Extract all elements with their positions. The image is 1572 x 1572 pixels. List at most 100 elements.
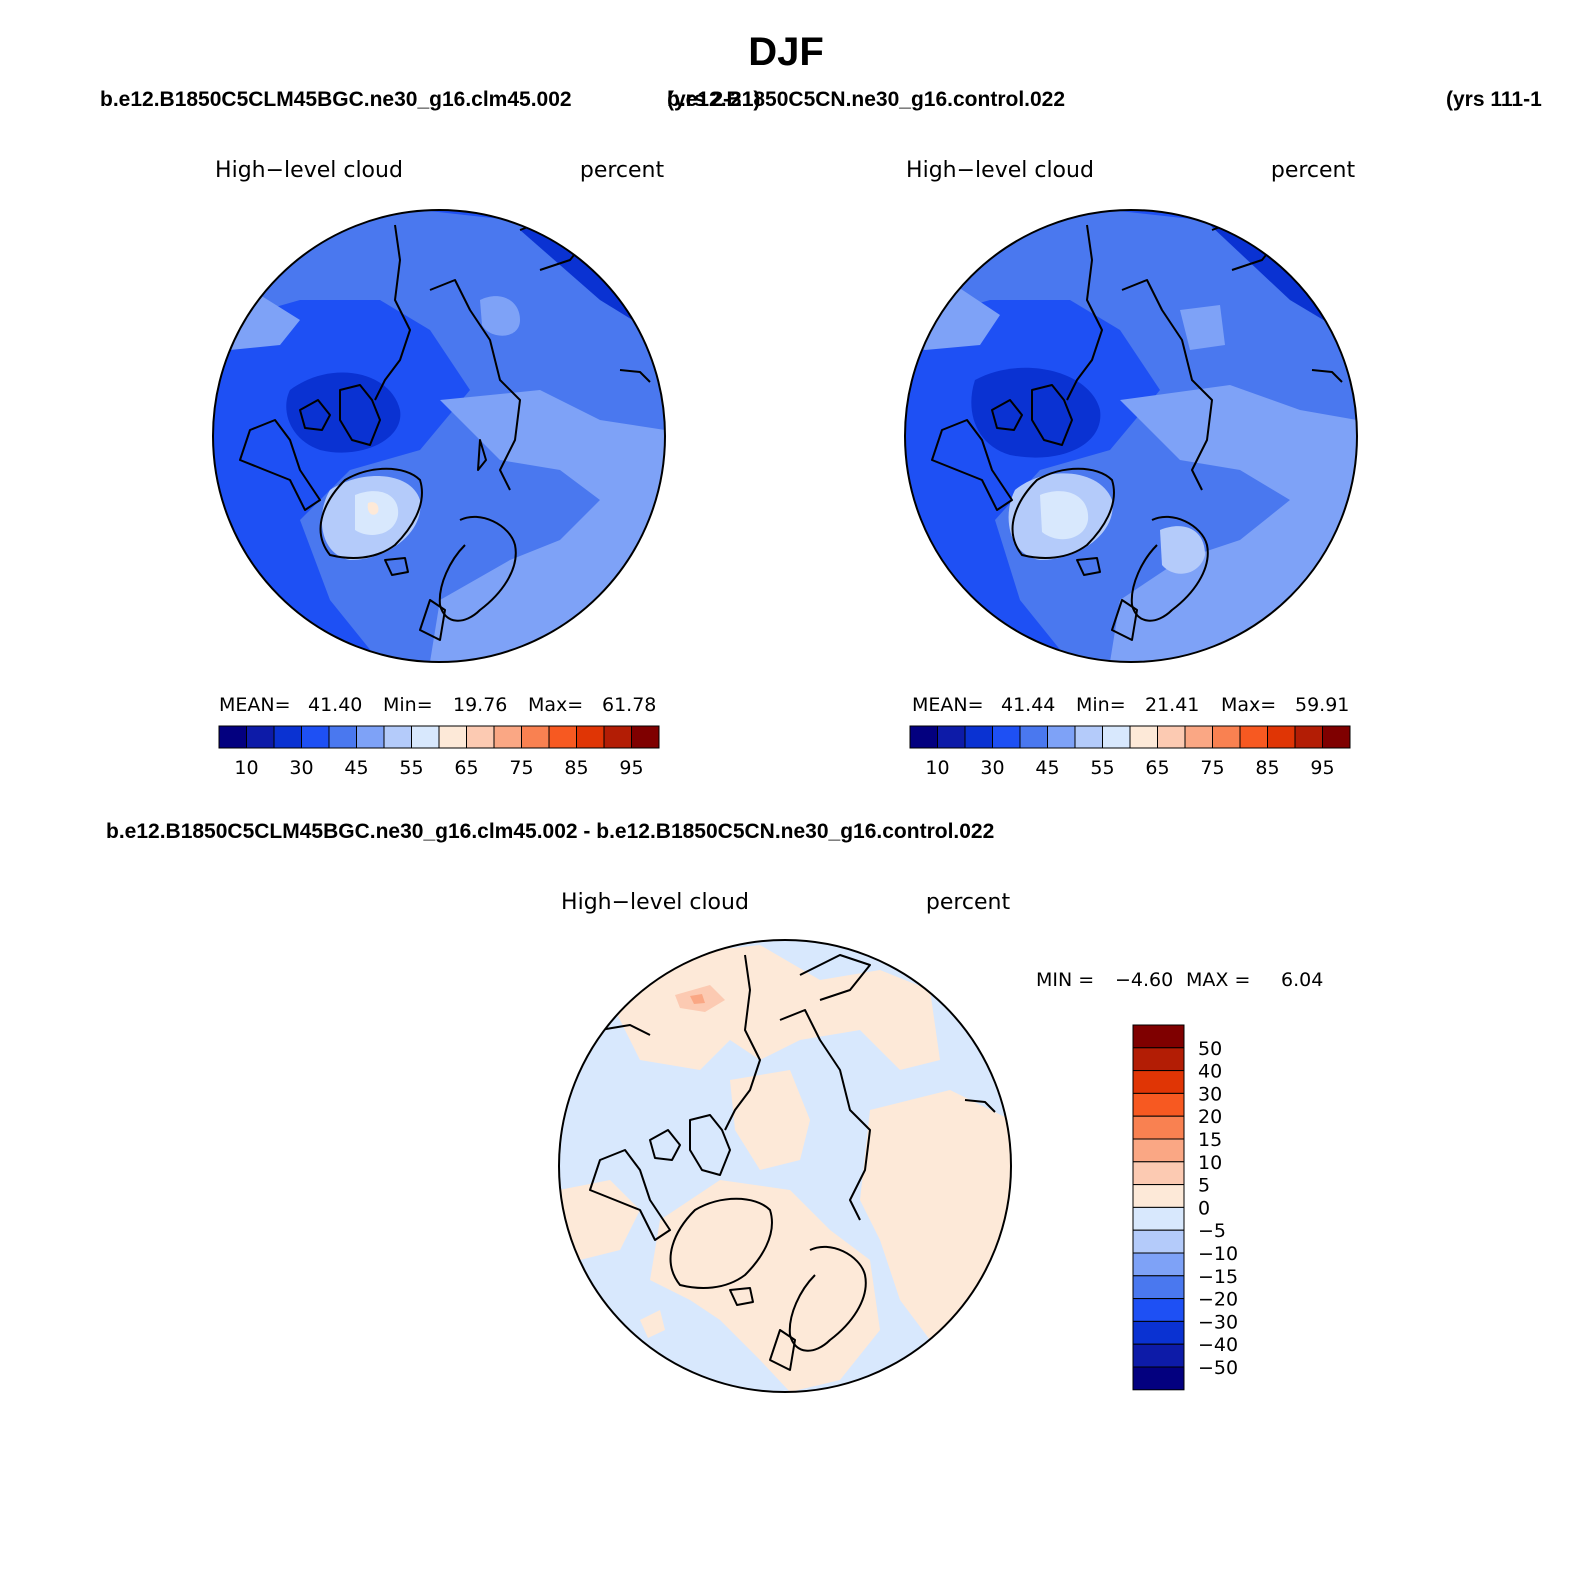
colorbar-1-tick-label: 65 [454, 757, 478, 779]
colorbar-1-swatch [438, 725, 467, 749]
panel-1-max-label: Max= [528, 694, 583, 716]
panel-2-map [904, 209, 1358, 663]
colorbar-1-tick-label: 75 [509, 757, 533, 779]
colorbar-1-tick-label: 30 [289, 757, 313, 779]
diff-colorbar-label: −30 [1198, 1311, 1238, 1333]
map-1-coastlines [239, 214, 651, 641]
colorbar-1-swatch [411, 725, 440, 749]
colorbar-1-swatch [328, 725, 357, 749]
colorbar-2-swatch [1074, 725, 1103, 749]
diff-colorbar-label: 30 [1198, 1083, 1222, 1105]
panel-2-colorbar: 10 30 45 55 65 75 85 95 [909, 725, 1351, 779]
diff-min-label: MIN = [1036, 969, 1094, 991]
map-2-region-light-2 [1180, 305, 1225, 350]
panel-1-min-label: Min= [383, 694, 433, 716]
panel-1-stats: MEAN= 41.40 Min= 19.76 Max= 61.78 [219, 694, 656, 716]
colorbar-1-tick-label: 45 [344, 757, 368, 779]
diff-map-warm3-region [690, 994, 705, 1004]
diff-map-warm-region [610, 945, 940, 1070]
diff-map-border [558, 939, 1012, 1393]
control-case-years: (yrs 111-1 [1446, 88, 1542, 111]
diff-colorbar-label: −40 [1198, 1334, 1238, 1356]
panel-2-units: percent [1271, 158, 1356, 183]
colorbar-2-swatch [937, 725, 966, 749]
diff-max-value: 6.04 [1281, 969, 1323, 991]
colorbar-1-swatch [576, 725, 605, 749]
panel-2-max-label: Max= [1221, 694, 1276, 716]
diff-stats: MIN = −4.60 MAX = 6.04 [1036, 969, 1323, 991]
diff-colorbar-label: −5 [1198, 1220, 1226, 1242]
season-title: DJF [748, 30, 824, 74]
diff-colorbar-label: −50 [1198, 1357, 1238, 1379]
diff-variable: High−level cloud [561, 890, 749, 915]
panel-2-mean-label: MEAN= [912, 694, 984, 716]
diff-colorbar-swatch [1132, 1070, 1185, 1094]
map-1-region-deep [286, 372, 401, 453]
colorbar-1-swatch [383, 725, 412, 749]
diff-colorbar-swatch [1132, 1320, 1185, 1345]
map-1-region-warm [367, 502, 379, 515]
diff-colorbar-swatch [1132, 1024, 1185, 1049]
map-2-coastlines [931, 214, 1343, 641]
diff-colorbar-swatch [1132, 1252, 1185, 1277]
panel-1-map [212, 209, 666, 663]
map-2-border [904, 209, 1358, 663]
diff-colorbar-label: −20 [1198, 1289, 1238, 1311]
diff-colorbar-swatch [1132, 1138, 1185, 1163]
colorbar-1-tick-label: 95 [619, 757, 643, 779]
colorbar-2-tick-label: 95 [1310, 757, 1334, 779]
colorbar-1-swatch [356, 725, 385, 749]
test-case-years: (yrs 2-21) [667, 88, 761, 111]
colorbar-2-swatch [1019, 725, 1048, 749]
colorbar-2-swatch [1267, 725, 1296, 749]
diff-colorbar-label: 20 [1198, 1106, 1222, 1128]
colorbar-2-swatch [964, 725, 993, 749]
colorbar-2-swatch [1322, 725, 1351, 749]
diff-map-warm-region-5 [559, 1180, 640, 1260]
diff-colorbar-swatch [1132, 1298, 1185, 1322]
diff-colorbar-swatch [1132, 1229, 1185, 1254]
colorbar-1-swatch [273, 725, 302, 749]
panel-2-variable: High−level cloud [906, 158, 1094, 183]
colorbar-2-swatch [1239, 725, 1268, 749]
panel-1-colorbar: 10 30 45 55 65 75 85 95 [218, 725, 660, 779]
diff-colorbar-label: 15 [1198, 1129, 1222, 1151]
colorbar-1-swatch [521, 725, 550, 749]
diff-colorbar-label: 50 [1198, 1038, 1222, 1060]
map-2-region-pale-2 [1160, 526, 1205, 574]
map-1-region-light-4 [618, 429, 643, 464]
colorbar-2-tick-label: 10 [925, 757, 949, 779]
colorbar-2-tick-label: 30 [980, 757, 1004, 779]
diff-colorbar-swatch [1132, 1115, 1185, 1140]
colorbar-1-tick-label: 85 [564, 757, 588, 779]
diff-map-warm-region-3 [860, 1090, 1011, 1340]
panel-2-min-label: Min= [1076, 694, 1126, 716]
diff-colorbar-label: 5 [1198, 1175, 1210, 1197]
map-2-region-deep [971, 367, 1101, 458]
colorbar-2-swatch [992, 725, 1021, 749]
diff-map-warm-region-2 [730, 1070, 810, 1170]
map-1-border [212, 209, 666, 663]
diff-colorbar-swatch [1132, 1161, 1185, 1186]
diff-colorbar-label: 10 [1198, 1152, 1222, 1174]
test-case-name: b.e12.B1850C5CLM45BGC.ne30_g16.clm45.002 [100, 88, 572, 111]
colorbar-1-tick-label: 55 [399, 757, 423, 779]
colorbar-1-swatch [493, 725, 522, 749]
panel-2-mean-value: 41.44 [1001, 694, 1055, 716]
panel-1-variable: High−level cloud [215, 158, 403, 183]
panel-1-mean-value: 41.40 [308, 694, 362, 716]
diff-map-coastlines [589, 954, 996, 1371]
colorbar-1-swatch [631, 725, 660, 749]
diff-colorbar-label: −10 [1198, 1243, 1238, 1265]
diff-map-warm-region-6 [640, 1310, 665, 1338]
colorbar-1-swatch [548, 725, 577, 749]
colorbar-2-tick-label: 75 [1200, 757, 1224, 779]
diff-colorbar-label: 0 [1198, 1197, 1210, 1219]
colorbar-2-swatch [1129, 725, 1158, 749]
map-1-region-light-2 [480, 296, 520, 336]
colorbar-2-swatch [1102, 725, 1131, 749]
diff-map [558, 939, 1012, 1393]
map-2-region-palest [1040, 491, 1089, 540]
colorbar-2-tick-label: 45 [1035, 757, 1059, 779]
